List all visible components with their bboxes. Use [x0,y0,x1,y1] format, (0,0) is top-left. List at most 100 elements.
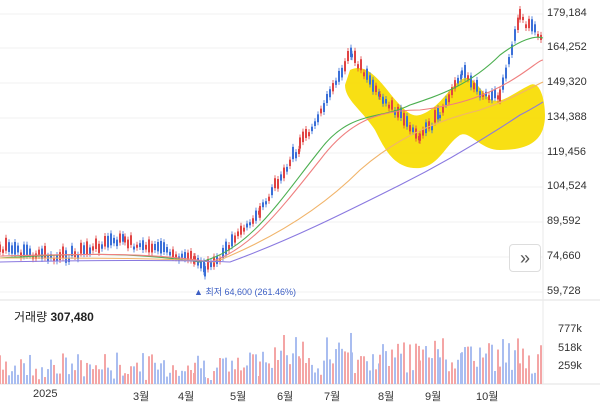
volume-bar [59,373,61,384]
volume-bar [145,379,147,384]
candle-body [292,146,294,160]
volume-bar [283,335,285,384]
volume-bar [295,337,297,384]
candle-body [277,179,279,189]
candle-body [406,116,408,127]
volume-bar [494,370,496,384]
candle-body [400,107,402,119]
candle-body [139,243,141,248]
volume-bar [136,362,138,384]
lowest-price-text: 최저 64,600 (261.46%) [205,287,297,297]
candle-body [265,201,267,205]
volume-bar [101,369,103,384]
volume-bar [231,360,233,384]
volume-bar [95,365,97,384]
volume-bar [354,373,356,384]
volume-bar [338,342,340,384]
candle-body [228,245,230,251]
candle-body [434,110,436,123]
candle-body [445,98,447,105]
candle-body [528,18,530,29]
volume-bar [485,353,487,384]
volume-bar [20,359,22,384]
volume-bar [525,368,527,384]
candle-body [38,249,40,256]
candle-body [157,242,159,252]
volume-bar [187,365,189,384]
candle-body [305,128,307,138]
volume-bar [119,364,121,384]
volume-bar [299,358,301,384]
candle-body [160,240,162,254]
candle-body [457,77,459,84]
candle-body [391,100,393,110]
candle-body [341,67,343,78]
candle-body [497,95,499,100]
candle-body [148,239,150,253]
volume-bar [425,346,427,384]
volume-bar [351,352,353,384]
volume-bar [403,342,405,384]
candle-body [249,222,251,226]
x-tick: 2025 [33,388,58,400]
candle-body [476,79,478,92]
volume-bar [289,364,291,384]
candle-body [86,241,88,254]
volume-bar [130,366,132,384]
candle-body [133,246,135,250]
volume-bar [41,367,43,384]
volume-bar [292,353,294,384]
volume-bar [437,349,439,384]
volume-bar [142,353,144,384]
candle-body [255,210,257,221]
candle-body [335,80,337,85]
candle-body [92,246,94,251]
candle-body [142,240,144,250]
volume-bar [190,369,192,384]
candle-body [59,252,61,261]
candle-body [124,236,126,243]
volume-bar [228,371,230,384]
candle-body [204,266,206,277]
volume-bar [124,373,126,384]
volume-bar [160,363,162,384]
candle-body [317,114,319,123]
candle-body [154,244,156,251]
volume-bar [237,357,239,384]
candle-body [419,133,421,141]
candle-body [347,50,349,62]
candle-body [26,244,28,256]
candle-body [295,152,297,159]
volume-bar [514,350,516,384]
candle-body [262,202,264,208]
volume-bar [505,362,507,384]
candle-body [178,256,180,261]
volume-bar [68,374,70,384]
expand-chart-button[interactable]: » [509,244,541,272]
candle-body [329,89,331,98]
volume-bar [157,369,159,384]
candle-body [77,254,79,260]
volume-bar [200,368,202,384]
volume-bar [280,350,282,384]
lowest-price-annotation: ▲ 최저 64,600 (261.46%) [194,285,296,298]
volume-bar [113,378,115,384]
volume-bar [47,369,49,384]
candle-body [95,238,97,249]
volume-bar [473,360,475,384]
candle-body [17,245,19,253]
volume-bar [74,370,76,384]
candle-body [184,252,186,260]
candle-body [2,249,4,253]
candle-body [442,106,444,113]
candle-body [23,244,25,257]
candle-body [271,187,273,196]
candle-body [499,89,501,102]
candle-body [375,85,377,93]
volume-bar [519,363,521,384]
volume-bar [479,347,481,384]
candle-body [494,89,496,99]
volume-bar [32,375,34,384]
candle-body [467,75,469,80]
